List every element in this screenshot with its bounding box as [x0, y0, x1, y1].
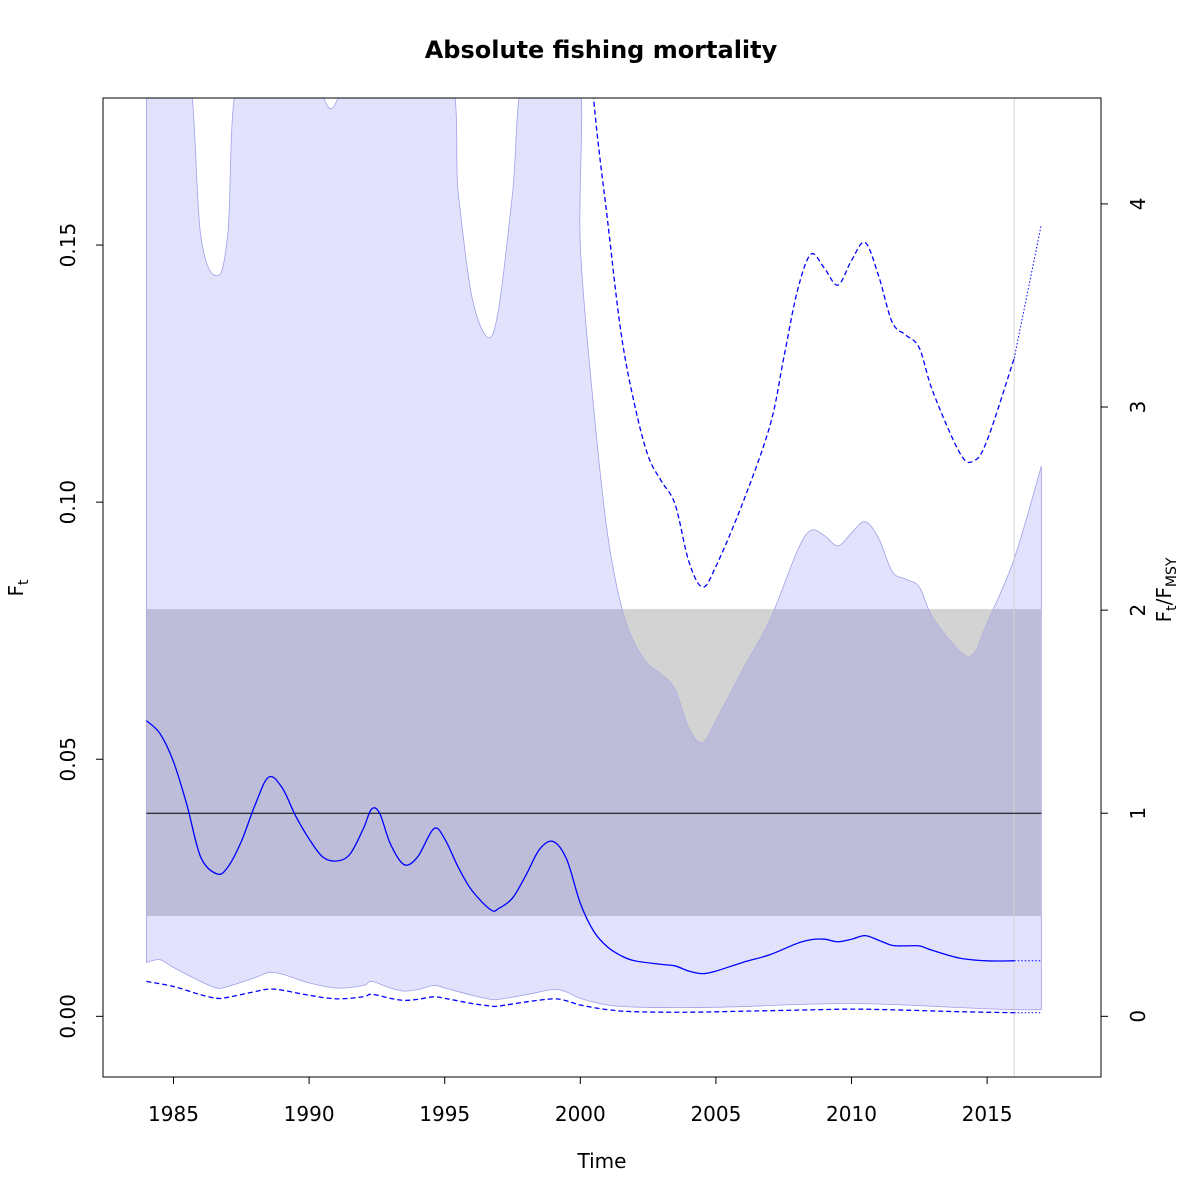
- series-upper: [592, 98, 1015, 588]
- y-axis-label: Ft: [4, 579, 32, 597]
- y2-label-sub2: MSY: [1164, 557, 1180, 587]
- y2-label-f2: /F: [1152, 587, 1176, 605]
- y2-tick-label: 1: [1126, 807, 1150, 820]
- x-tick-label: 2010: [826, 1102, 877, 1126]
- fmsy-ci-band-overlap: [146, 609, 1042, 917]
- series-estimate: [145, 720, 1015, 975]
- y-tick-label: 0.05: [56, 737, 80, 782]
- y-axis-label-sub: t: [16, 579, 32, 585]
- x-axis: 1985 1990 1995 2000 2005 2010 2015: [148, 1076, 1013, 1126]
- y2-label-f1: F: [1152, 611, 1176, 623]
- chart-title: Absolute fishing mortality: [425, 36, 778, 64]
- y2-axis: 0 1 2 3 4: [1100, 198, 1150, 1023]
- y-axis-label-main: F: [4, 585, 28, 597]
- x-tick-label: 2015: [962, 1102, 1013, 1126]
- series-lower: [146, 980, 1015, 1014]
- x-axis-label: Time: [577, 1149, 627, 1173]
- x-tick-label: 1995: [419, 1102, 470, 1126]
- y2-tick-label: 3: [1126, 401, 1150, 414]
- svg-text:Ft: Ft: [4, 579, 32, 597]
- y2-tick-label: 4: [1126, 198, 1150, 211]
- y2-tick-label: 0: [1126, 1010, 1150, 1023]
- y2-axis-label: Ft/FMSY: [1152, 557, 1180, 622]
- x-tick-label: 2000: [555, 1102, 606, 1126]
- y2-tick-label: 2: [1126, 604, 1150, 617]
- y-tick-label: 0.00: [56, 994, 80, 1039]
- y-axis: 0.00 0.05 0.10 0.15: [56, 223, 104, 1039]
- y2-label-sub1: t: [1164, 605, 1180, 611]
- x-tick-label: 2005: [690, 1102, 741, 1126]
- y-tick-label: 0.10: [56, 480, 80, 525]
- x-tick-label: 1990: [284, 1102, 335, 1126]
- y-tick-label: 0.15: [56, 223, 80, 268]
- plot-area: [145, 98, 1042, 1077]
- svg-text:Ft/FMSY: Ft/FMSY: [1152, 557, 1180, 622]
- x-tick-label: 1985: [148, 1102, 199, 1126]
- series-upper-forecast: [1013, 224, 1042, 359]
